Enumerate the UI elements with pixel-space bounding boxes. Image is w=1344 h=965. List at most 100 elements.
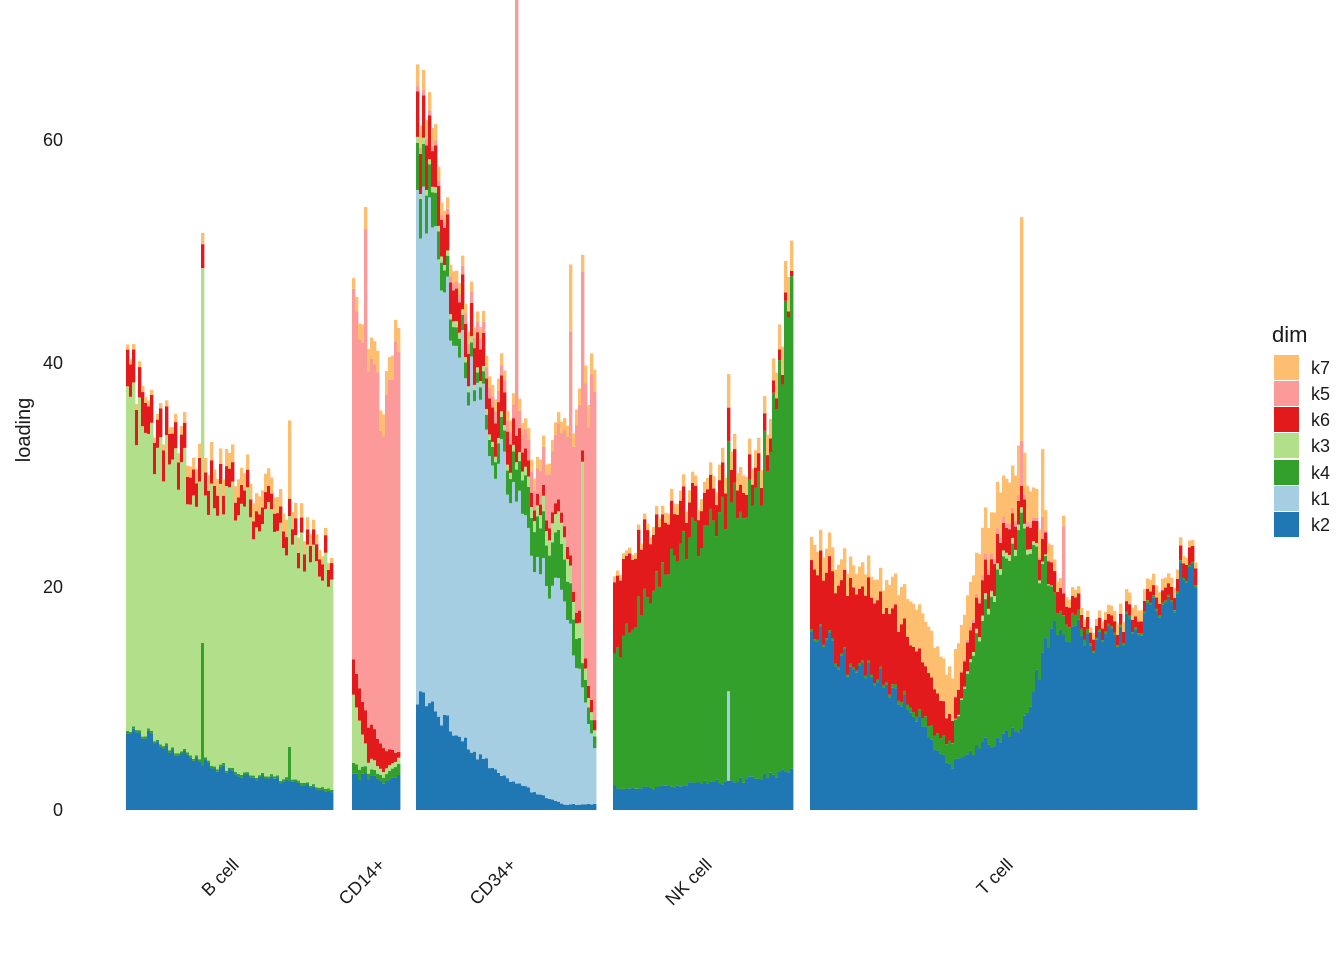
- bar-segment-b-cell-k3: [228, 487, 231, 767]
- bar-segment-cd34-k2: [494, 769, 497, 810]
- bar-segment-t-cell-k4: [906, 705, 909, 710]
- bar-segment-cd34-k6: [566, 547, 569, 559]
- bar-segment-cd34-k4: [428, 164, 431, 197]
- bar-segment-b-cell-k4: [318, 788, 321, 790]
- bar-segment-t-cell-k6: [819, 551, 822, 625]
- bar-segment-b-cell-k4: [324, 789, 327, 791]
- bar-segment-t-cell-k7: [1083, 620, 1086, 627]
- bar-segment-b-cell-k2: [312, 786, 315, 810]
- bar-segment-cd14-k4: [358, 770, 361, 780]
- bar-segment-t-cell-k5: [1062, 526, 1065, 593]
- bar-segment-cd34-k7: [428, 92, 431, 110]
- bar-segment-cd34-k7: [578, 389, 581, 406]
- bar-segment-cd14-k3: [397, 758, 400, 764]
- x-axis: B cell CD14+ CD34+ NK cell T cell: [198, 855, 1017, 909]
- bar-segment-b-cell-k6: [285, 537, 288, 555]
- bar-segment-t-cell-k7: [846, 574, 849, 596]
- bar-segment-t-cell-k2: [1086, 633, 1089, 810]
- bar-segment-t-cell-k7: [1056, 582, 1059, 592]
- bar-segment-nk-cell-k2: [622, 789, 625, 810]
- bar-segment-t-cell-k7: [1119, 604, 1122, 614]
- bar-segment-cd34-k4: [509, 479, 512, 503]
- bar-segment-t-cell-k4: [810, 629, 813, 631]
- bar-segment-nk-cell-k2: [766, 777, 769, 810]
- bar-segment-t-cell-k6: [987, 575, 990, 609]
- bar-segment-t-cell-k6: [843, 570, 846, 647]
- bar-segment-t-cell-k7: [1113, 611, 1116, 621]
- bar-segment-cd34-k2: [515, 784, 518, 810]
- bar-segment-cd34-k2: [533, 792, 536, 810]
- bar-segment-t-cell-k6: [1107, 614, 1110, 624]
- bar-segment-nk-cell-k6: [631, 560, 634, 630]
- bar-segment-nk-cell-k7: [721, 448, 724, 463]
- bar-segment-b-cell-k4: [195, 755, 198, 757]
- bar-segment-t-cell-k5: [990, 553, 993, 559]
- bar-segment-cd34-k4: [515, 470, 518, 502]
- bar-segment-nk-cell-k2: [787, 772, 790, 810]
- bar-segment-cd34-k6: [593, 720, 596, 730]
- bar-segment-nk-cell-k7: [736, 473, 739, 490]
- bar-segment-cd34-k5: [572, 447, 575, 592]
- bar-segment-t-cell-k2: [849, 666, 852, 810]
- bar-segment-b-cell-k6: [327, 570, 330, 587]
- bar-segment-cd34-k1: [485, 430, 488, 758]
- bar-segment-cd34-k2: [440, 725, 443, 810]
- bar-segment-nk-cell-k4: [688, 538, 691, 783]
- bar-segment-cd14-k3: [361, 734, 364, 766]
- bar-segment-cd34-k2: [434, 712, 437, 811]
- bar-segment-nk-cell-k6: [763, 413, 766, 430]
- bar-segment-cd14-k2: [367, 779, 370, 810]
- bar-segment-t-cell-k7: [1143, 589, 1146, 601]
- bar-segment-t-cell-k2: [1095, 640, 1098, 810]
- bar-segment-b-cell-k2: [159, 747, 162, 810]
- bar-segment-nk-cell-k7: [682, 474, 685, 486]
- bar-segment-cd34-k5: [497, 391, 500, 402]
- bar-segment-cd34-k6: [476, 332, 479, 367]
- bar-segment-cd34-k4: [434, 193, 437, 226]
- bar-segment-t-cell-k5: [987, 569, 990, 574]
- bar-segment-b-cell-k7: [222, 479, 225, 495]
- bar-segment-t-cell-k3: [999, 569, 1002, 575]
- bar-segment-b-cell-k6: [240, 485, 243, 504]
- bar-segment-t-cell-k7: [1095, 619, 1098, 626]
- bar-segment-t-cell-k6: [879, 592, 882, 667]
- bar-segment-t-cell-k6: [1029, 528, 1032, 549]
- bar-segment-nk-cell-k7: [739, 467, 742, 485]
- bar-segment-t-cell-k6: [1155, 597, 1158, 608]
- bar-segment-b-cell-k7: [177, 453, 180, 462]
- bar-segment-b-cell-k6: [180, 435, 183, 463]
- bar-segment-cd34-k1: [530, 556, 533, 793]
- bar-segment-t-cell-k3: [1026, 550, 1029, 555]
- bar-segment-b-cell-k2: [165, 745, 168, 810]
- bar-segment-nk-cell-k7: [772, 358, 775, 380]
- bar-segment-nk-cell-k7: [673, 504, 676, 514]
- bar-segment-b-cell-k2: [174, 756, 177, 810]
- bar-segment-cd34-k5: [479, 339, 482, 350]
- bar-segment-b-cell-k2: [291, 782, 294, 810]
- bar-segment-nk-cell-k4: [754, 488, 757, 779]
- bar-segment-t-cell-k6: [990, 559, 993, 591]
- bar-segment-t-cell-k7: [1062, 516, 1065, 527]
- bar-segment-t-cell-k2: [1056, 635, 1059, 810]
- bar-segment-t-cell-k6: [1185, 565, 1188, 581]
- bar-segment-nk-cell-k6: [691, 483, 694, 518]
- bar-segment-cd34-k2: [581, 804, 584, 810]
- bar-segment-cd34-k6: [515, 436, 518, 463]
- bar-segment-nk-cell-k4: [625, 624, 628, 789]
- bar-segment-cd34-k3: [461, 309, 464, 314]
- bar-segment-cd34-k6: [578, 611, 581, 623]
- bar-segment-cd34-k5: [428, 110, 431, 115]
- bar-segment-b-cell-k7: [192, 458, 195, 470]
- bar-segment-t-cell-k2: [834, 666, 837, 810]
- bar-segment-t-cell-k4: [1089, 643, 1092, 646]
- bar-segment-nk-cell-k7: [670, 489, 673, 501]
- bar-segment-t-cell-k7: [978, 554, 981, 599]
- bar-segment-t-cell-k2: [942, 755, 945, 810]
- bar-segment-t-cell-k6: [1116, 635, 1119, 645]
- bar-segment-t-cell-k7: [831, 547, 834, 571]
- bar-segment-nk-cell-k2: [646, 787, 649, 810]
- bar-segment-nk-cell-k6: [700, 511, 703, 548]
- bar-segment-b-cell-k2: [300, 785, 303, 810]
- bar-segment-cd34-k3: [431, 187, 434, 192]
- bar-segment-nk-cell-k6: [784, 292, 787, 300]
